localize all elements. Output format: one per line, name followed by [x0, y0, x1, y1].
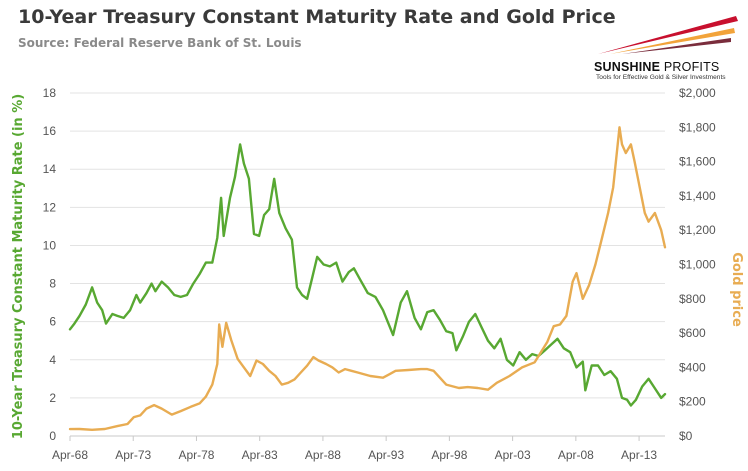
logo-name: SUNSHINE PROFITS: [594, 60, 719, 74]
x-tick-label: Apr-68: [52, 448, 88, 462]
logo-ray-orange: [610, 28, 735, 54]
sunburst-logo-icon: [598, 16, 738, 54]
y-right-tick-label: $400: [679, 360, 706, 374]
x-tick-label: Apr-73: [115, 448, 151, 462]
y-left-axis-title: 10-Year Treasury Constant Maturity Rate …: [11, 94, 26, 439]
y-left-tick-label: 0: [49, 429, 56, 443]
logo-ray-red: [598, 16, 738, 54]
y-right-tick-label: $1,600: [679, 155, 716, 169]
gold-price-series-line: [68, 126, 667, 431]
y-right-tick-label: $200: [679, 395, 706, 409]
y-left-tick-label: 16: [43, 124, 57, 138]
y-right-tick-label: $1,400: [679, 189, 716, 203]
y-right-tick-label: $1,000: [679, 258, 716, 272]
x-tick-label: Apr-78: [178, 448, 214, 462]
y-left-tick-label: 8: [49, 277, 56, 291]
x-tick-label: Apr-83: [242, 448, 278, 462]
y-right-tick-label: $0: [679, 429, 693, 443]
x-tick-label: Apr-03: [495, 448, 531, 462]
y-right-tick-label: $1,200: [679, 223, 716, 237]
logo-name-bold: SUNSHINE: [594, 60, 661, 74]
y-right-tick-label: $600: [679, 326, 706, 340]
y-right-tick-label: $1,800: [679, 120, 716, 134]
y-right-axis-title: Gold price: [729, 252, 744, 327]
logo-ray-maroon: [622, 38, 731, 54]
x-tick-label: Apr-13: [621, 448, 657, 462]
y-right-tick-label: $2,000: [679, 86, 716, 100]
logo-tagline: Tools for Effective Gold & Silver Invest…: [596, 74, 726, 81]
x-tick-label: Apr-98: [431, 448, 467, 462]
y-left-tick-label: 2: [49, 391, 56, 405]
brand-logo: SUNSHINE PROFITS Tools for Effective Gol…: [588, 8, 740, 83]
y-left-tick-label: 18: [43, 86, 57, 100]
x-tick-label: Apr-93: [368, 448, 404, 462]
treasury-rate-series-line: [68, 143, 667, 407]
x-tick-label: Apr-88: [305, 448, 341, 462]
y-left-tick-label: 12: [43, 200, 57, 214]
y-left-tick-label: 4: [49, 353, 56, 367]
y-right-tick-label: $800: [679, 292, 706, 306]
chart-subtitle: Source: Federal Reserve Bank of St. Loui…: [18, 36, 302, 50]
y-left-tick-label: 6: [49, 315, 56, 329]
chart-title: 10-Year Treasury Constant Maturity Rate …: [18, 6, 616, 28]
logo-name-light: PROFITS: [660, 60, 720, 74]
x-tick-label: Apr-08: [558, 448, 594, 462]
y-left-tick-label: 10: [43, 238, 57, 252]
y-left-tick-label: 14: [43, 162, 57, 176]
